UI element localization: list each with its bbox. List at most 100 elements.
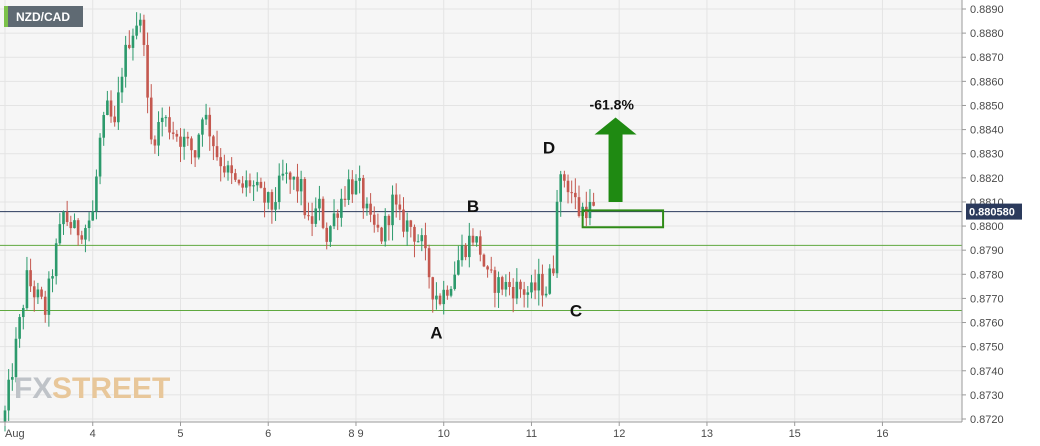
candle-body bbox=[87, 220, 91, 229]
candle-body bbox=[460, 245, 464, 261]
candle-body bbox=[570, 192, 573, 194]
candle-body bbox=[394, 194, 398, 205]
candle-body bbox=[21, 308, 25, 318]
candle-body bbox=[131, 35, 135, 48]
y-tick-label: 0.8850 bbox=[970, 100, 1004, 112]
y-tick-label: 0.8790 bbox=[970, 245, 1004, 257]
candle-body bbox=[171, 132, 175, 134]
candle-body bbox=[47, 278, 51, 315]
candle-body bbox=[489, 269, 493, 271]
candle-body bbox=[84, 228, 87, 240]
candle-body bbox=[288, 172, 292, 180]
candle-body bbox=[457, 260, 460, 275]
x-tick-label: 13 bbox=[701, 428, 713, 440]
candle-body bbox=[157, 122, 160, 146]
y-tick-label: 0.8740 bbox=[970, 366, 1004, 378]
candle-body bbox=[431, 277, 435, 300]
pattern-label-c: C bbox=[570, 301, 582, 320]
candle-body bbox=[526, 292, 530, 295]
y-tick-label: 0.8780 bbox=[970, 269, 1004, 281]
y-tick-label: 0.8860 bbox=[970, 76, 1004, 88]
x-tick-label: 16 bbox=[876, 428, 888, 440]
candle-body bbox=[142, 19, 146, 45]
candle-body bbox=[62, 211, 65, 225]
candle-body bbox=[435, 295, 438, 300]
candle-body bbox=[464, 245, 467, 258]
candle-body bbox=[95, 176, 98, 212]
x-tick-label: 5 bbox=[177, 428, 183, 440]
candle-body bbox=[219, 157, 223, 167]
candle-body bbox=[519, 281, 522, 290]
y-tick-label: 0.8760 bbox=[970, 318, 1004, 330]
xaxis-background bbox=[0, 422, 962, 446]
candle-body bbox=[102, 115, 106, 138]
candle-body bbox=[420, 235, 424, 242]
candle-body bbox=[497, 277, 500, 293]
candle-body bbox=[409, 220, 413, 227]
candle-body bbox=[281, 173, 285, 176]
y-tick-label: 0.8840 bbox=[970, 125, 1004, 137]
candle-body bbox=[234, 173, 237, 180]
plot-background bbox=[0, 0, 962, 422]
candle-body bbox=[307, 215, 310, 217]
candle-body bbox=[427, 248, 431, 278]
candle-body bbox=[486, 266, 489, 270]
candle-body bbox=[369, 203, 372, 215]
candle-body bbox=[372, 214, 376, 225]
candle-body bbox=[113, 116, 116, 123]
candle-body bbox=[471, 235, 475, 243]
candle-body bbox=[204, 114, 208, 120]
candle-body bbox=[270, 192, 274, 210]
candle-body bbox=[354, 180, 358, 195]
candle-body bbox=[504, 281, 508, 290]
candle-body bbox=[182, 136, 186, 147]
candle-body bbox=[69, 222, 73, 229]
y-tick-label: 0.8870 bbox=[970, 52, 1004, 64]
candles bbox=[3, 12, 595, 432]
candle-body bbox=[226, 165, 230, 173]
candle-body bbox=[186, 136, 190, 139]
x-tick-label: Aug bbox=[5, 428, 25, 440]
candle-body bbox=[146, 44, 149, 98]
candle-body bbox=[347, 179, 350, 200]
candle-body bbox=[274, 202, 277, 210]
candle-body bbox=[577, 197, 581, 216]
x-axis: Aug 4 5 6 8 9 10 11 12 13 15 16 bbox=[0, 421, 962, 440]
candle-body bbox=[544, 293, 548, 296]
candle-body bbox=[402, 209, 405, 232]
candle-body bbox=[18, 317, 21, 339]
candle-body bbox=[365, 203, 369, 209]
candle-body bbox=[51, 276, 54, 279]
candle-body bbox=[36, 289, 40, 298]
candle-body bbox=[285, 172, 288, 174]
target-zone-box bbox=[581, 209, 665, 229]
candle-body bbox=[76, 220, 80, 236]
candle-body bbox=[321, 198, 325, 228]
candle-body bbox=[259, 181, 263, 188]
candle-body bbox=[332, 213, 336, 227]
candle-body bbox=[299, 178, 303, 192]
candle-body bbox=[106, 100, 109, 116]
y-tick-label: 0.8880 bbox=[970, 28, 1004, 40]
annotations: -61.8% A B C D bbox=[430, 97, 665, 343]
candle-body bbox=[592, 201, 595, 206]
candle-body bbox=[541, 273, 544, 296]
candle-body bbox=[424, 235, 427, 249]
candle-body bbox=[533, 282, 537, 291]
pattern-label-d: D bbox=[543, 138, 555, 157]
candle-body bbox=[3, 410, 7, 422]
candle-body bbox=[208, 114, 212, 137]
x-tick-label: 12 bbox=[613, 428, 625, 440]
candle-body bbox=[138, 19, 142, 26]
pattern-label-b: B bbox=[467, 197, 479, 216]
candle-body bbox=[416, 241, 420, 243]
candle-body bbox=[310, 216, 314, 224]
candle-body bbox=[25, 270, 29, 309]
candle-body bbox=[522, 289, 526, 295]
candle-body bbox=[552, 268, 555, 274]
candle-body bbox=[223, 166, 226, 173]
candle-body bbox=[438, 295, 442, 305]
fib-label: -61.8% bbox=[590, 97, 635, 113]
candle-body bbox=[343, 198, 347, 200]
y-tick-label: 0.8770 bbox=[970, 293, 1004, 305]
